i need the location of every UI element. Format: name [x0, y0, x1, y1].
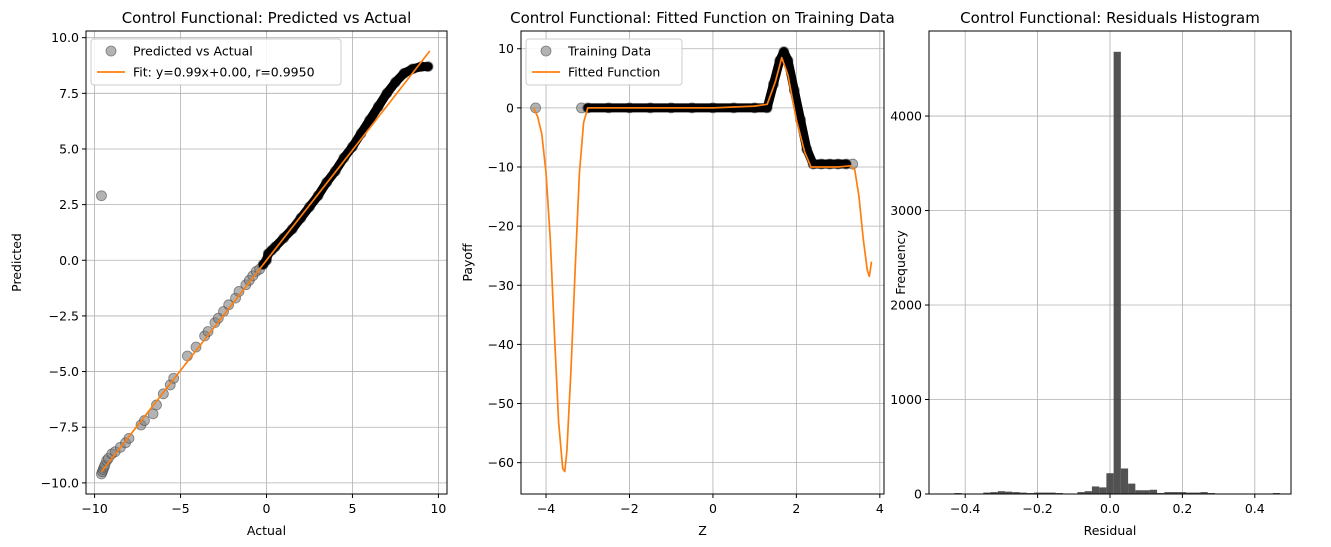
- x-axis-label: Z: [698, 523, 707, 538]
- x-tick-label: 0: [263, 501, 271, 516]
- legend-label: Fitted Function: [568, 65, 660, 80]
- histogram-bar: [1186, 492, 1194, 494]
- y-tick-label: −60: [488, 455, 514, 470]
- chart-panel-1: −10 −5 0 5 10 −10.0 −7.5 −5.0 −2.5 0.0 2.5 5.0 7.5 10…: [9, 9, 448, 538]
- histogram-bar: [1120, 468, 1129, 494]
- y-tick-label: −40: [488, 337, 514, 352]
- x-tick-label: 0.0: [1100, 501, 1120, 516]
- y-tick-label: 2000: [890, 298, 922, 313]
- y-tick-label: −10: [488, 160, 514, 175]
- y-tick-label: −30: [488, 278, 514, 293]
- y-tick-label: 0: [506, 100, 514, 115]
- histogram-bar: [1077, 492, 1085, 494]
- chart-title: Control Functional: Predicted vs Actual: [122, 9, 412, 27]
- histogram-bar: [1193, 492, 1201, 494]
- plot-area: [954, 51, 1281, 494]
- legend-label: Predicted vs Actual: [133, 44, 253, 59]
- x-tick-label: 0.2: [1172, 501, 1192, 516]
- histogram-bar: [1164, 492, 1172, 494]
- histogram-bar: [1019, 492, 1027, 494]
- x-tick-label: −0.2: [1022, 501, 1052, 516]
- histogram-bar: [1033, 492, 1042, 494]
- histogram-bar: [1084, 491, 1092, 494]
- y-tick-label: −7.5: [49, 420, 79, 435]
- x-tick-label: −0.4: [950, 501, 980, 516]
- x-tick-label: −10: [81, 501, 107, 516]
- histogram-bar: [1113, 51, 1121, 494]
- series-line: [532, 56, 873, 473]
- y-tick-label: 0: [914, 487, 922, 502]
- y-tick-label: 10: [498, 41, 514, 56]
- histogram-bar: [1149, 489, 1158, 494]
- scatter-density-band: [258, 62, 433, 270]
- legend-label: Fit: y=0.99x+0.00, r=0.9950: [133, 65, 315, 80]
- histogram-bar: [1178, 492, 1187, 494]
- y-tick-label: 3000: [890, 203, 922, 218]
- histogram-bar: [1099, 487, 1107, 494]
- plot-area: [96, 50, 434, 480]
- series-line: [100, 50, 431, 473]
- y-tick-label: −20: [488, 219, 514, 234]
- legend-label: Training Data: [567, 44, 651, 59]
- legend: Predicted vs Actual Fit: y=0.99x+0.00, r=…: [90, 38, 342, 86]
- y-tick-label: 2.5: [59, 197, 79, 212]
- x-tick-label: 10: [430, 501, 446, 516]
- y-tick-label: −50: [488, 396, 514, 411]
- y-axis-label: Payoff: [460, 243, 475, 282]
- plot-area: [530, 46, 873, 473]
- y-tick-label: −5.0: [49, 364, 79, 379]
- histogram-bar: [1106, 473, 1114, 494]
- legend-marker: [540, 45, 552, 57]
- legend: Training Data Fitted Function: [525, 38, 683, 86]
- y-tick-label: 4000: [890, 109, 922, 124]
- histogram-bar: [1171, 492, 1179, 494]
- scatter-point: [96, 190, 107, 202]
- x-tick-label: 0.4: [1245, 501, 1265, 516]
- histogram-bar: [1005, 491, 1013, 494]
- y-tick-label: 7.5: [59, 86, 79, 101]
- x-tick-label: 4: [876, 501, 884, 516]
- x-axis-label: Actual: [247, 523, 286, 538]
- x-tick-label: −5: [171, 501, 189, 516]
- histogram-bar: [1200, 492, 1208, 494]
- y-tick-label: 10.0: [51, 30, 79, 45]
- histogram-bar: [997, 491, 1006, 494]
- legend-box: [525, 38, 683, 86]
- x-tick-label: 0: [709, 501, 717, 516]
- histogram-bar: [1048, 492, 1056, 494]
- y-tick-label: −2.5: [49, 308, 79, 323]
- y-tick-label: 1000: [890, 392, 922, 407]
- scatter-point: [190, 341, 202, 353]
- histogram-bar: [990, 492, 998, 494]
- x-tick-label: −2: [620, 501, 638, 516]
- legend-marker: [105, 45, 117, 57]
- axes-frame: [520, 30, 885, 495]
- y-tick-label: 0.0: [59, 253, 79, 268]
- chart-title: Control Functional: Fitted Function on T…: [510, 9, 895, 27]
- y-axis-label: Predicted: [9, 233, 24, 292]
- x-tick-label: 2: [792, 501, 800, 516]
- histogram-bar: [1128, 483, 1136, 494]
- legend-box: [90, 38, 342, 86]
- y-axis-label: Frequency: [893, 230, 908, 295]
- histogram-bar: [1142, 490, 1150, 494]
- x-tick-label: −4: [537, 501, 555, 516]
- y-tick-label: −10.0: [41, 475, 79, 490]
- x-tick-label: 5: [348, 501, 356, 516]
- histogram-bar: [1041, 492, 1049, 494]
- histogram-bar: [983, 492, 991, 494]
- chart-panel-3: −0.4 −0.2 0.0 0.2 0.4 0 1000 2000 3000 4000 Contro…: [890, 9, 1292, 538]
- histogram-bar: [1135, 490, 1143, 494]
- histogram-bar: [1012, 492, 1020, 494]
- histogram-bar: [1091, 486, 1100, 494]
- chart-title: Control Functional: Residuals Histogram: [960, 9, 1260, 27]
- x-axis-label: Residual: [1084, 523, 1137, 538]
- y-tick-label: 5.0: [59, 141, 79, 156]
